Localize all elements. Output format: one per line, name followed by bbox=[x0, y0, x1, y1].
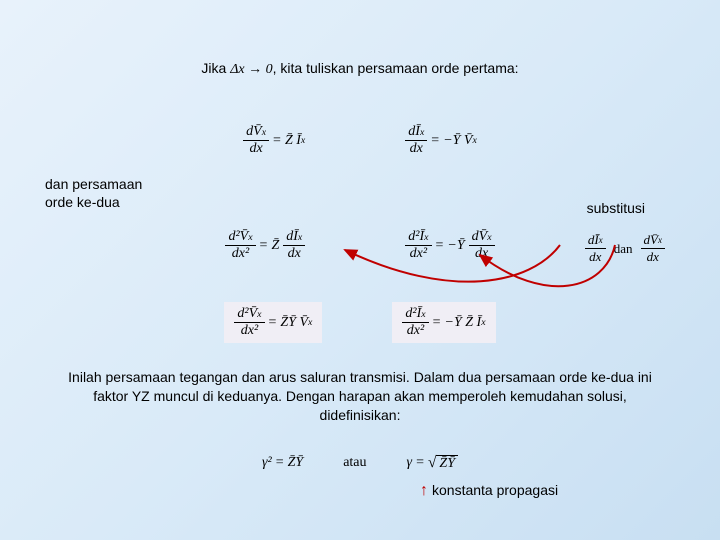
intro-pre: Jika bbox=[201, 60, 230, 76]
intro-post: , kita tuliskan persamaan orde pertama: bbox=[273, 60, 519, 76]
substitusi-terms: dĪxdx dan dV̄xdx bbox=[585, 232, 665, 265]
eq-d2vdx2-final: d²V̄xdx² = Z̄Ȳ V̄x bbox=[224, 302, 322, 343]
eq-didx: dĪxdx = −Ȳ V̄x bbox=[395, 120, 487, 161]
eq-row-first-order: dV̄xdx = Z̄ Īx dĪxdx = −Ȳ V̄x bbox=[0, 120, 720, 161]
konstanta-propagasi-label: ↑konstanta propagasi bbox=[420, 482, 558, 500]
eq-row-gamma: γ²=Z̄Ȳ atau γ=Z̄Ȳ bbox=[0, 450, 720, 476]
atau-text: atau bbox=[343, 455, 366, 471]
eq-row-final: d²V̄xdx² = Z̄Ȳ V̄x d²Īxdx² = −Ȳ Z̄ Īx bbox=[0, 302, 720, 343]
intro-line: Jika Δx → 0, kita tuliskan persamaan ord… bbox=[0, 60, 720, 78]
paragraph-explanation: Inilah persamaan tegangan dan arus salur… bbox=[60, 368, 660, 425]
eq-d2vdx2-pre: d²V̄xdx² = Z̄ dĪxdx bbox=[215, 225, 315, 266]
aux-dvdx: dV̄xdx bbox=[641, 232, 666, 265]
eq-gamma-sqrt: γ=Z̄Ȳ bbox=[397, 450, 468, 476]
intro-symbol: Δx → 0 bbox=[230, 62, 272, 77]
label-substitusi: substitusi bbox=[587, 200, 645, 216]
eq-dvdx: dV̄xdx = Z̄ Īx bbox=[233, 120, 315, 161]
eq-d2idx2-pre: d²Īxdx² = −Ȳ dV̄xdx bbox=[395, 225, 504, 266]
label-second-order: dan persamaanorde ke-dua bbox=[45, 175, 142, 211]
eq-gamma-squared: γ²=Z̄Ȳ bbox=[252, 451, 313, 475]
aux-didx: dĪxdx bbox=[585, 232, 606, 265]
eq-d2idx2-final: d²Īxdx² = −Ȳ Z̄ Īx bbox=[392, 302, 495, 343]
up-arrow-icon: ↑ bbox=[420, 482, 428, 500]
